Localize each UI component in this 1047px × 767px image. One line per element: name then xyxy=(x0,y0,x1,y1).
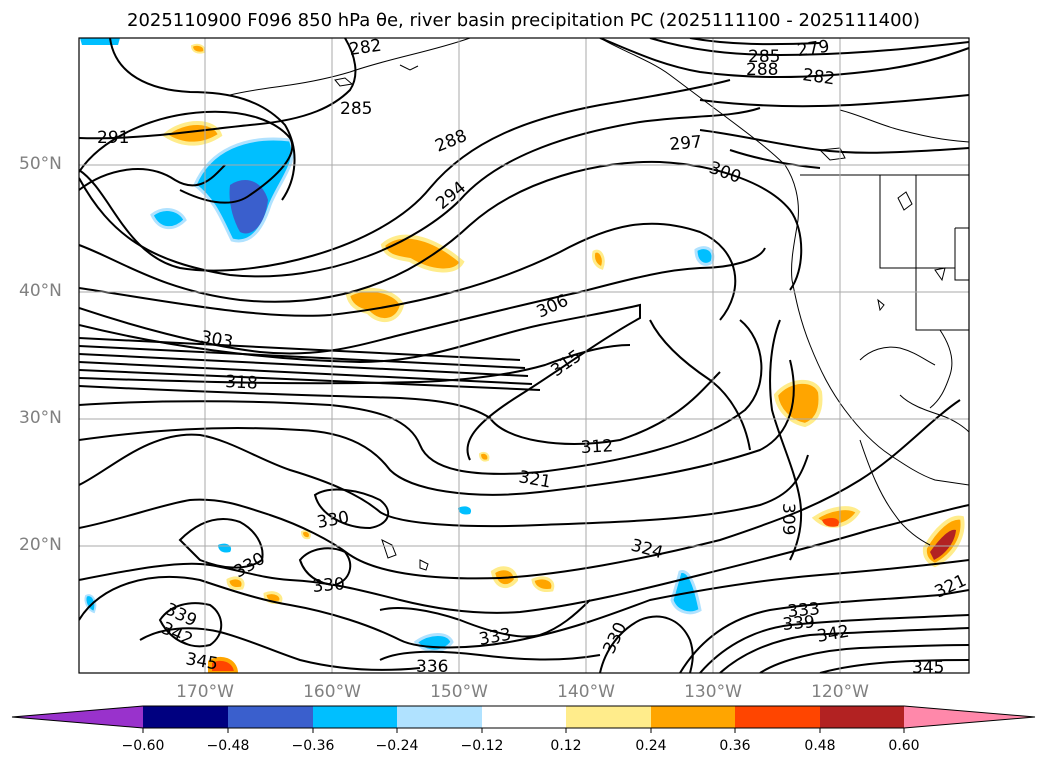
colorbar-segment xyxy=(482,706,566,728)
precip-positive-area xyxy=(531,576,555,592)
contour-label: 336 xyxy=(416,657,448,677)
precip-positive-area xyxy=(380,234,465,273)
contour-label: 345 xyxy=(184,649,219,674)
contour-labels: 282 279 285 288 282 285 291 288 297 300 … xyxy=(97,36,969,678)
lat-label-20n: 20°N xyxy=(19,535,62,555)
precip-positive-area xyxy=(300,529,311,540)
colorbar-segment xyxy=(904,706,1035,728)
colorbar-tick-label: −0.48 xyxy=(206,738,250,754)
colorbar-segment xyxy=(313,706,397,728)
colorbar-tick-label: 0.48 xyxy=(804,738,836,754)
colorbar-segment xyxy=(397,706,482,728)
contour-label: 285 xyxy=(748,47,780,67)
colorbar-segment xyxy=(820,706,904,728)
contour-label: 345 xyxy=(912,658,944,678)
colorbar-tick-label: 0.24 xyxy=(635,738,667,754)
contour-label: 285 xyxy=(340,99,372,119)
precip-positive-area xyxy=(478,451,490,462)
colorbar-tick-label: −0.12 xyxy=(460,738,504,754)
precip-positive-area xyxy=(190,43,206,54)
colorbar-segment xyxy=(12,706,143,728)
precip-negative-area xyxy=(80,38,120,45)
lon-label-170w: 170°W xyxy=(176,682,234,702)
colorbar-tick-label: 0.36 xyxy=(719,738,751,754)
contour-label: 339 xyxy=(782,612,816,635)
colorbar-tick-label: 0.12 xyxy=(550,738,582,754)
contour-label: 282 xyxy=(348,36,383,60)
coastlines-layer xyxy=(229,38,969,571)
colorbar-segment xyxy=(651,706,735,728)
lon-label-140w: 140°W xyxy=(557,682,615,702)
colorbar-segment xyxy=(143,706,228,728)
precip-negative-area xyxy=(229,180,268,234)
contour-label: 318 xyxy=(225,372,258,394)
contour-label: 279 xyxy=(796,37,831,61)
colorbar-segment xyxy=(228,706,313,728)
precip-positive-area xyxy=(345,287,405,322)
contour-label: 309 xyxy=(778,503,798,535)
colorbar-tick-label: −0.60 xyxy=(121,738,165,754)
precip-negative-area xyxy=(150,208,187,230)
theta-e-contours xyxy=(79,38,969,673)
precip-positive-area xyxy=(592,249,605,270)
chart-title: 2025110900 F096 850 hPa θe, river basin … xyxy=(127,10,920,31)
map-frame xyxy=(78,37,970,674)
contour-label: 282 xyxy=(801,65,836,89)
precip-positive-area xyxy=(773,379,823,428)
precip-positive-area xyxy=(930,529,956,560)
precip-negative-area xyxy=(413,633,454,653)
precip-positive-area xyxy=(822,518,839,527)
lat-label-50n: 50°N xyxy=(19,154,62,174)
contour-label: 312 xyxy=(580,436,613,458)
lon-label-120w: 120°W xyxy=(811,682,869,702)
contour-label: 333 xyxy=(787,599,821,622)
precip-negative-area xyxy=(694,246,715,266)
precip-positive-area xyxy=(208,656,239,673)
contour-label: 291 xyxy=(97,128,129,148)
precip-negative-area xyxy=(84,594,97,614)
colorbar-tick-label: −0.36 xyxy=(291,738,335,754)
contour-label: 330 xyxy=(312,574,346,597)
lat-label-40n: 40°N xyxy=(19,281,62,301)
precip-negative-area xyxy=(458,506,472,515)
contour-label: 297 xyxy=(669,132,703,155)
lon-label-150w: 150°W xyxy=(430,682,488,702)
contour-label: 288 xyxy=(746,60,778,80)
lon-label-130w: 130°W xyxy=(684,682,742,702)
colorbar xyxy=(11,705,1036,733)
lat-label-30n: 30°N xyxy=(19,408,62,428)
colorbar-segment xyxy=(735,706,820,728)
colorbar-tick-label: −0.24 xyxy=(375,738,419,754)
graticule xyxy=(79,38,969,673)
colorbar-tick-label: 0.60 xyxy=(888,738,920,754)
precip-positive-area xyxy=(226,576,245,590)
colorbar-segment xyxy=(566,706,651,728)
lon-label-160w: 160°W xyxy=(303,682,361,702)
precip-positive-area xyxy=(161,121,223,146)
